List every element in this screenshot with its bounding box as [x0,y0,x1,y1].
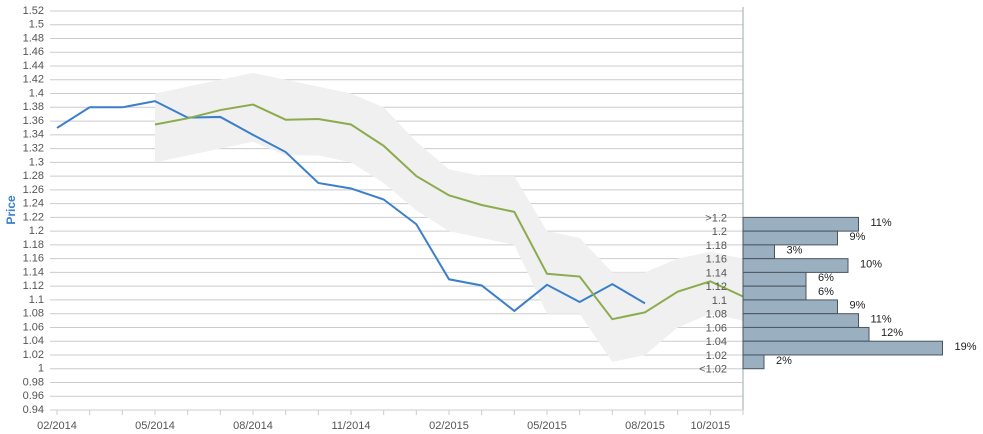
y-tick-label: 1.32 [23,142,44,154]
y-tick-label: 1.12 [23,280,44,292]
bar [742,313,859,328]
y-tick-label: 0.96 [23,390,44,402]
bar-category-label: 1.06 [706,322,727,334]
bar-value-label: 6% [818,286,834,298]
y-tick-label: 1.5 [29,19,44,31]
bar-category-label: 1.02 [706,350,727,362]
bar [742,326,870,342]
bar [742,271,807,287]
y-tick-label: 1.08 [23,308,44,320]
y-tick-label: 1.22 [23,211,44,223]
y-tick-label: 1.46 [23,46,44,58]
band [155,72,743,362]
y-tick-label: 1.44 [23,60,44,72]
y-tick-label: 1.4 [29,87,44,99]
bar-value-label: 12% [881,327,903,339]
bar [742,340,943,356]
y-axis-label: Price [4,195,18,225]
y-tick-label: 1.16 [23,253,44,265]
bar-value-label: 19% [955,341,977,353]
bar-category-label: 1.14 [706,267,727,279]
line-series [154,103,744,321]
y-tick-label: 1.18 [23,239,44,251]
bar-category-label: >1.2 [705,212,727,224]
bar [742,285,807,301]
y-tick-label: 1.3 [29,156,44,168]
y-tick-label: 1.38 [23,101,44,113]
bar [742,216,859,232]
y-tick-label: 1.2 [29,225,44,237]
bar [742,258,849,273]
y-tick-label: 1.28 [23,170,44,182]
x-tick-label: 08/2015 [625,420,665,432]
bar-value-label: 9% [850,300,866,312]
bar-category-label: 1.04 [706,336,727,348]
bar [742,230,838,246]
y-tick-label: 1.26 [23,184,44,196]
bar-category-label: 1.1 [712,295,727,307]
x-tick-label: 10/2015 [690,420,730,432]
y-tick-label: 1.48 [23,32,44,44]
x-tick-label: 08/2014 [233,420,273,432]
y-tick-label: 0.98 [23,376,44,388]
bar [742,299,838,315]
bar-category-label: <1.02 [699,364,727,376]
y-tick-label: 1 [38,363,44,375]
bar-category-label: 1.2 [712,226,727,238]
bar-category-label: 1.18 [706,240,727,252]
bar-category-label: 1.12 [706,281,727,293]
x-tick-label: 05/2015 [527,420,567,432]
y-tick-label: 1.06 [23,321,44,333]
y-tick-label: 1.24 [23,198,44,210]
y-tick-label: 1.14 [23,266,44,278]
bar-value-label: 11% [871,217,892,229]
bar-value-label: 10% [860,258,882,270]
bar [742,354,765,370]
bar [742,244,775,260]
bar-category-label: 1.16 [706,254,727,266]
y-tick-label: 1.04 [23,335,44,347]
bar-category-label: 1.08 [706,309,727,321]
y-tick-label: 1.02 [23,349,44,361]
y-tick-label: 1.42 [23,74,44,86]
bar-value-label: 2% [776,355,792,367]
y-tick-label: 1.52 [23,5,44,17]
bar-value-label: 9% [850,231,866,243]
x-tick-label: 05/2014 [135,420,175,432]
y-tick-label: 0.94 [23,404,44,416]
y-tick-label: 1.34 [23,129,44,141]
bar-value-label: 3% [787,245,803,257]
y-tick-label: 1.1 [29,294,44,306]
x-tick-label: 11/2014 [332,420,371,432]
x-tick-label: 02/2015 [429,420,469,432]
bar-value-label: 11% [871,313,892,325]
bar-value-label: 6% [818,272,834,284]
y-tick-label: 1.36 [23,115,44,127]
line-series [56,100,646,313]
x-tick-label: 02/2014 [37,420,77,432]
